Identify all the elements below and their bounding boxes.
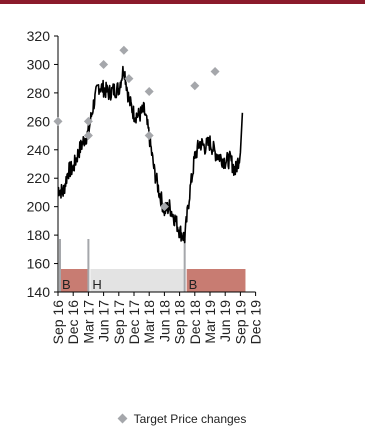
x-tick-label: Sep 16 [50, 300, 66, 345]
target-price-marker [53, 116, 63, 126]
recommendation-band [186, 269, 246, 292]
y-tick-label: 320 [27, 28, 51, 44]
y-tick-label: 160 [27, 256, 51, 272]
target-price-marker [124, 74, 134, 84]
target-price-marker [83, 131, 93, 141]
x-tick-label: Jun 19 [217, 300, 233, 342]
band-label: H [92, 277, 101, 292]
target-price-marker [144, 86, 154, 96]
chart-legend: Target Price changes [0, 412, 365, 426]
target-price-marker [190, 81, 200, 91]
y-tick-label: 260 [27, 113, 51, 129]
recommendation-band [90, 269, 185, 292]
target-price-marker [99, 59, 109, 69]
x-tick-label: Mar 18 [141, 300, 157, 344]
header-rule [0, 0, 365, 4]
x-tick-label: Dec 16 [65, 300, 81, 345]
band-label: B [62, 277, 71, 292]
x-tick-label: Mar 17 [80, 300, 96, 344]
target-price-marker [210, 67, 220, 77]
x-tick-label: Sep 17 [111, 300, 127, 345]
y-tick-label: 240 [27, 142, 51, 158]
x-tick-label: Sep 19 [232, 300, 248, 345]
y-tick-label: 280 [27, 85, 51, 101]
target-price-marker [119, 45, 129, 55]
x-tick-label: Mar 19 [202, 300, 218, 344]
legend-diamond-icon [117, 413, 128, 424]
band-label: B [189, 277, 198, 292]
x-tick-label: Dec 19 [248, 300, 264, 345]
recommendation-band [60, 269, 89, 292]
y-tick-label: 300 [27, 56, 51, 72]
target-price-marker [144, 131, 154, 141]
y-tick-label: 220 [27, 170, 51, 186]
y-tick-label: 180 [27, 227, 51, 243]
target-price-marker [83, 116, 93, 126]
x-tick-label: Dec 17 [126, 300, 142, 345]
x-tick-label: Jun 17 [96, 300, 112, 342]
target-price-marker [159, 202, 169, 212]
legend-label: Target Price changes [133, 412, 247, 426]
y-tick-label: 200 [27, 199, 51, 215]
x-tick-label: Dec 18 [187, 300, 203, 345]
y-tick-label: 140 [27, 284, 51, 300]
x-tick-label: Sep 18 [172, 300, 188, 345]
x-tick-label: Jun 18 [156, 300, 172, 342]
price-series-line [57, 65, 244, 244]
